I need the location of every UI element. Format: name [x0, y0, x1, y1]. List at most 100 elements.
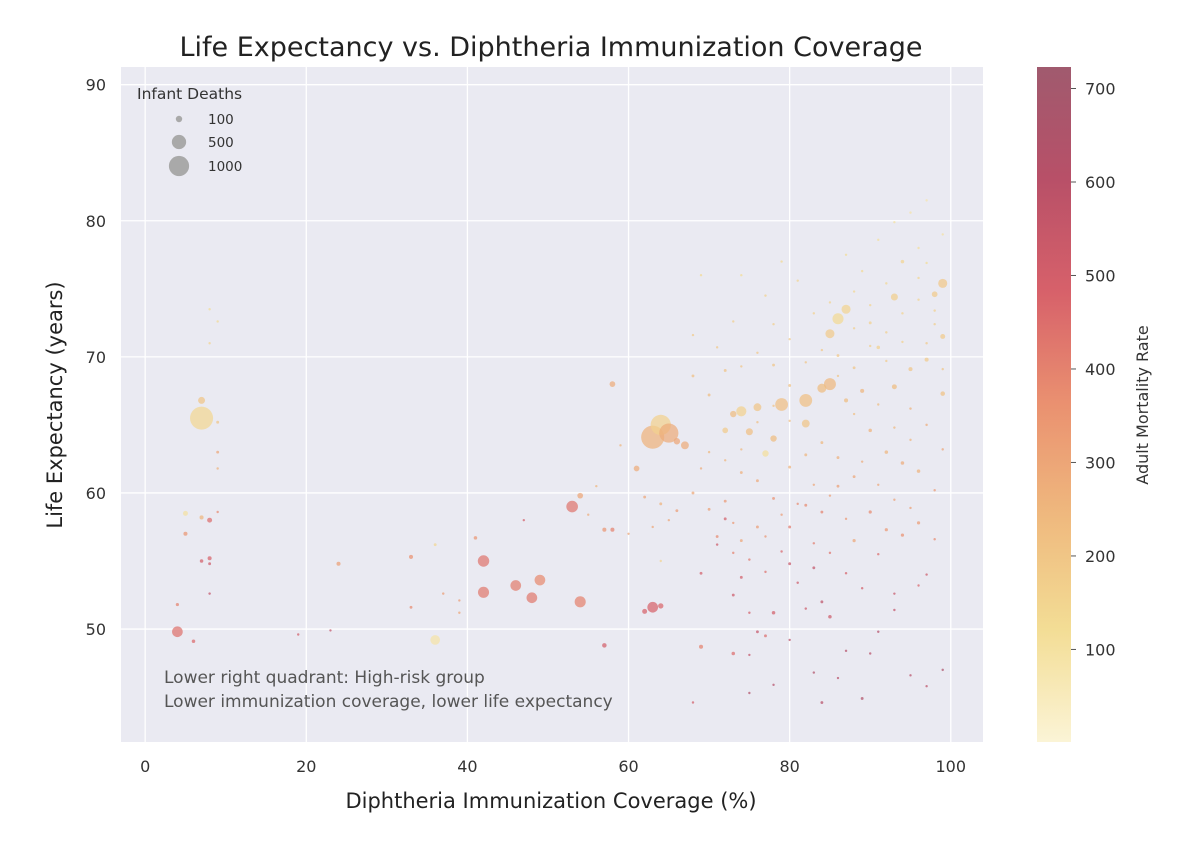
annotation: Lower right quadrant: High-risk group Lo… [164, 668, 613, 712]
data-point [925, 423, 928, 427]
y-tick-label: 80 [86, 212, 106, 231]
data-point [772, 363, 775, 367]
data-point [828, 551, 832, 555]
x-tick-label: 20 [296, 757, 316, 776]
data-point [477, 555, 490, 567]
data-point [900, 259, 905, 264]
data-point [681, 441, 689, 450]
data-point [844, 253, 848, 257]
data-point [931, 291, 938, 298]
data-point [296, 633, 300, 636]
data-point [860, 269, 864, 273]
data-point [731, 593, 735, 597]
data-point [900, 461, 905, 465]
data-point [941, 668, 944, 672]
data-point [707, 393, 711, 397]
data-point [667, 518, 671, 522]
data-point [762, 450, 769, 457]
data-point [699, 644, 704, 649]
data-point [917, 584, 920, 587]
y-axis-ticks: 50 60 70 80 90 [86, 76, 106, 639]
data-point [933, 537, 936, 541]
data-point [941, 367, 944, 371]
data-point [860, 460, 864, 463]
data-point [852, 412, 856, 416]
data-point [812, 542, 816, 545]
data-point [916, 469, 921, 473]
data-point [715, 346, 719, 349]
data-point [755, 525, 759, 529]
data-point [659, 559, 662, 563]
data-point [442, 592, 445, 595]
colorbar-tick-label: 400 [1085, 360, 1116, 379]
data-point [900, 533, 905, 537]
data-point [788, 337, 791, 341]
data-point [868, 321, 872, 325]
data-point [909, 506, 912, 510]
data-point [715, 535, 719, 538]
x-tick-label: 60 [618, 757, 638, 776]
data-point [627, 532, 630, 535]
data-point [877, 238, 880, 242]
data-point [877, 630, 880, 634]
data-point [764, 535, 767, 538]
data-point [925, 261, 928, 265]
data-point [941, 448, 944, 451]
data-point [893, 592, 896, 595]
x-axis-ticks: 0 20 40 60 80 100 [140, 757, 966, 776]
data-point [610, 527, 615, 532]
size-legend-marker [175, 115, 183, 123]
data-point [788, 525, 792, 529]
size-legend-label: 1000 [208, 159, 242, 175]
data-point [651, 525, 654, 529]
data-point [526, 592, 538, 604]
data-point [893, 498, 896, 501]
data-point [893, 608, 896, 612]
data-point [832, 313, 844, 325]
plot-background [121, 67, 983, 742]
data-point [817, 383, 827, 393]
data-point [860, 388, 865, 393]
annotation-line-1: Lower right quadrant: High-risk group [164, 668, 485, 688]
data-point [877, 552, 880, 556]
data-point [844, 517, 848, 521]
data-point [804, 361, 807, 364]
data-point [736, 406, 747, 417]
data-point [884, 528, 888, 532]
data-point [885, 331, 888, 334]
data-point [691, 491, 695, 495]
data-point [925, 199, 928, 202]
size-legend: Infant Deaths 100 500 1000 [137, 85, 242, 177]
data-point [753, 403, 762, 412]
data-point [869, 344, 872, 348]
data-point [812, 312, 816, 315]
data-point [764, 570, 767, 574]
data-point [844, 398, 849, 403]
data-point [691, 374, 695, 378]
data-point [730, 410, 737, 418]
data-point [836, 374, 840, 378]
data-point [577, 492, 584, 499]
data-point [891, 384, 897, 390]
data-point [748, 653, 751, 657]
data-point [732, 320, 735, 323]
data-point [884, 450, 889, 454]
data-point [909, 674, 912, 677]
data-point [909, 438, 912, 442]
data-point [699, 274, 703, 277]
data-point [183, 531, 188, 536]
data-point [739, 471, 743, 474]
data-point [190, 406, 214, 430]
y-tick-label: 50 [86, 620, 106, 639]
colorbar-label: Adult Mortality Rate [1133, 325, 1152, 484]
data-point [799, 394, 813, 407]
data-point [780, 550, 783, 553]
data-point [917, 276, 920, 280]
data-point [699, 571, 703, 575]
data-point [522, 518, 526, 522]
data-point [739, 575, 743, 579]
data-point [691, 333, 695, 337]
data-point [433, 543, 437, 547]
data-point [876, 345, 881, 350]
